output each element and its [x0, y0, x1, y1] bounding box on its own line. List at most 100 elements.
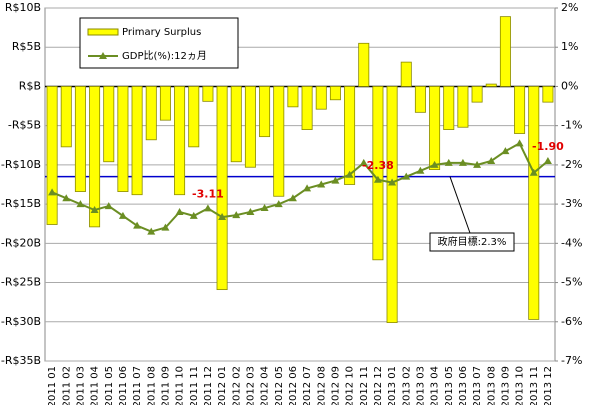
- legend-swatch: [87, 28, 119, 36]
- y2-tick-label: -4%: [561, 236, 582, 249]
- x-tick-label: 2012 01: [217, 366, 228, 405]
- bar: [89, 86, 101, 228]
- line-marker: [189, 211, 198, 219]
- bar: [514, 86, 526, 134]
- bar: [216, 86, 228, 291]
- line-marker: [218, 213, 227, 221]
- line-marker: [133, 221, 142, 229]
- bar: [230, 86, 242, 163]
- bar: [485, 83, 497, 87]
- line-marker: [444, 158, 453, 166]
- bar: [344, 86, 356, 185]
- x-tick-label: 2013 08: [486, 366, 497, 405]
- x-tick-label: 2013 02: [401, 366, 412, 405]
- x-tick-label: 2013 10: [515, 366, 526, 405]
- line-marker: [543, 156, 552, 164]
- legend-label: GDP比(%):12ヵ月: [122, 50, 207, 62]
- y2-tick-label: -5%: [561, 276, 582, 289]
- line-marker: [473, 160, 482, 168]
- bar: [400, 61, 412, 87]
- bar: [315, 86, 327, 110]
- bar: [46, 86, 58, 225]
- x-tick-label: 2013 03: [415, 366, 426, 405]
- y-tick-label: -R$15B: [1, 197, 41, 210]
- line-marker: [501, 147, 510, 155]
- x-tick-label: 2012 08: [316, 366, 327, 405]
- line-marker: [359, 158, 368, 166]
- data-label: -3.11: [192, 187, 224, 200]
- bar: [131, 86, 143, 196]
- legend-label: Primary Surplus: [122, 27, 201, 38]
- x-tick-label: 2013 11: [529, 366, 540, 405]
- x-tick-label: 2013 07: [472, 366, 483, 405]
- x-tick-label: 2011 03: [75, 366, 86, 405]
- x-tick-label: 2012 10: [345, 366, 356, 405]
- line-marker: [147, 227, 156, 235]
- legend-box: [79, 17, 239, 69]
- x-tick-label: 2012 06: [288, 366, 299, 405]
- bar: [528, 86, 540, 320]
- y-tick-label: R$B: [19, 79, 41, 92]
- line-marker: [90, 205, 99, 213]
- line-marker: [529, 168, 538, 176]
- bar: [386, 86, 398, 323]
- bar: [414, 86, 426, 113]
- bar: [542, 86, 554, 103]
- bar: [358, 42, 370, 87]
- bar: [273, 86, 285, 197]
- line-marker: [104, 202, 113, 210]
- y-tick-label: -R$30B: [1, 315, 41, 328]
- x-tick-label: 2011 09: [160, 366, 171, 405]
- bar: [60, 86, 72, 148]
- line-marker: [345, 170, 354, 178]
- bar: [174, 86, 186, 196]
- x-tick-label: 2012 04: [260, 366, 271, 405]
- bar: [244, 86, 256, 168]
- bar: [499, 16, 511, 87]
- line-marker: [487, 156, 496, 164]
- line-marker: [48, 188, 57, 196]
- y-tick-label: -R$20B: [1, 236, 41, 249]
- bar: [74, 86, 86, 192]
- legend: Primary Surplus GDP比(%):12ヵ月: [79, 17, 239, 69]
- x-tick-label: 2011 05: [104, 366, 115, 405]
- y2-tick-label: 0%: [561, 79, 578, 92]
- line-marker: [161, 223, 170, 231]
- bar: [188, 86, 200, 148]
- x-tick-label: 2011 06: [118, 366, 129, 405]
- line-marker: [274, 200, 283, 208]
- y2-tick-label: -1%: [561, 119, 582, 132]
- x-tick-label: 2011 04: [90, 366, 101, 405]
- bar: [117, 86, 129, 192]
- bar: [443, 86, 455, 130]
- bar: [145, 86, 157, 141]
- x-tick-label: 2013 06: [458, 366, 469, 405]
- y2-tick-label: -6%: [561, 315, 582, 328]
- line-marker: [416, 166, 425, 174]
- y-tick-label: R$10B: [5, 1, 41, 14]
- x-tick-label: 2013 05: [444, 366, 455, 405]
- y-tick-label: -R$35B: [1, 354, 41, 367]
- x-tick-label: 2011 12: [203, 366, 214, 405]
- data-label: -2.38: [362, 159, 394, 172]
- x-tick-label: 2011 02: [61, 366, 72, 405]
- y2-tick-label: -3%: [561, 197, 582, 210]
- line-marker: [331, 176, 340, 184]
- annotation: 政府目標:2.3%: [438, 235, 507, 248]
- line-marker: [203, 204, 212, 212]
- x-tick-label: 2013 12: [543, 366, 554, 405]
- x-tick-label: 2012 09: [330, 366, 341, 405]
- annotation-box: [429, 232, 515, 252]
- line-marker: [246, 207, 255, 215]
- x-tick-label: 2012 12: [373, 366, 384, 405]
- line-marker: [118, 211, 127, 219]
- y-tick-label: -R$5B: [8, 119, 41, 132]
- x-tick-label: 2012 07: [302, 366, 313, 405]
- annotation-leader: [449, 176, 471, 234]
- x-tick-label: 2011 10: [175, 366, 186, 405]
- line-marker: [402, 172, 411, 180]
- line-marker: [62, 194, 71, 202]
- line-marker: [515, 139, 524, 147]
- bar: [457, 86, 469, 128]
